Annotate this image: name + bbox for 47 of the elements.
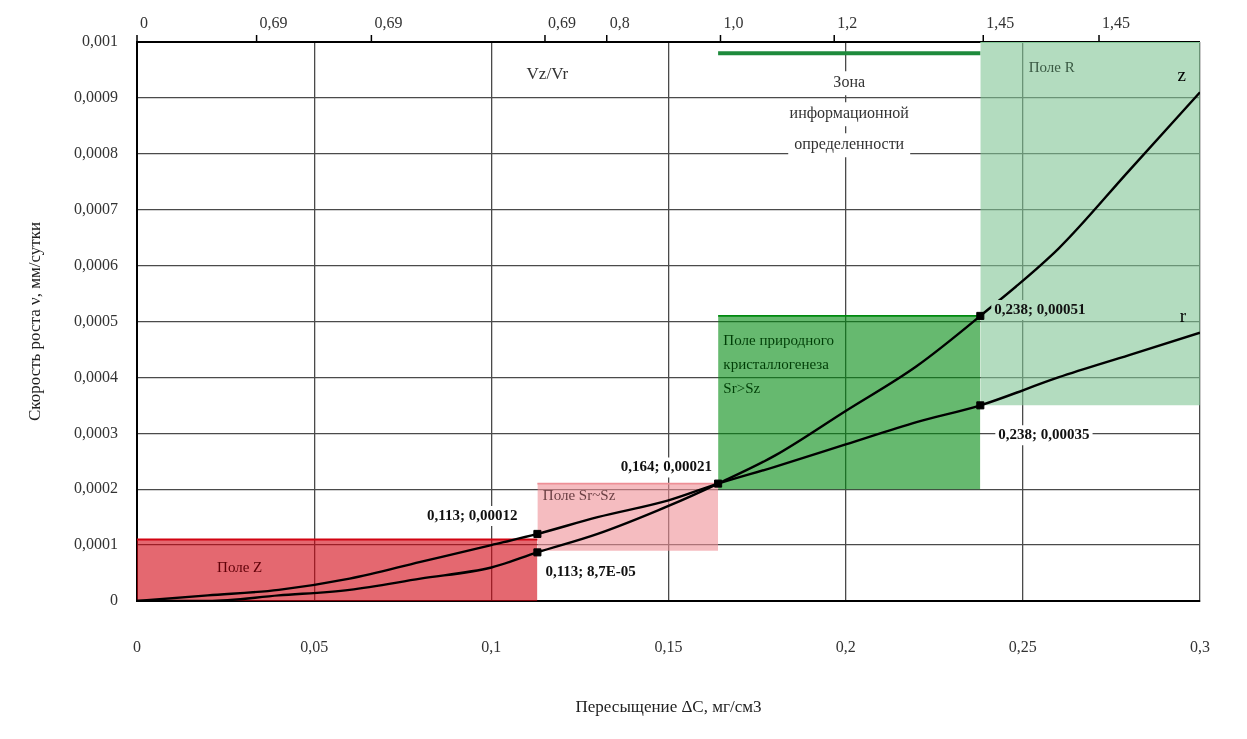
y-axis-title: Скорость роста ν, мм/сутки xyxy=(24,221,44,422)
x-tick-label: 0,2 xyxy=(835,637,856,655)
x-tick-label: 0,1 xyxy=(481,637,502,655)
x-tick-label: 0 xyxy=(133,637,141,655)
series-label: r xyxy=(1179,304,1187,326)
x-axis-title: Пересыщение ΔC, мг/см3 xyxy=(575,697,762,717)
data-label: 0,238; 0,00051 xyxy=(994,300,1086,317)
y-tick-label: 0 xyxy=(110,591,118,609)
text: 0,69 xyxy=(374,14,403,32)
y-tick-label: 0,001 xyxy=(82,32,118,50)
point xyxy=(714,479,723,488)
y-tick-label: 0,0002 xyxy=(74,479,118,497)
text: 1,45 xyxy=(1102,14,1131,32)
point xyxy=(533,548,542,557)
y-tick-label: 0,0006 xyxy=(74,255,118,273)
y-tick-label: 0,0009 xyxy=(74,88,118,106)
y-tick-label: 0,0007 xyxy=(74,199,118,217)
text: 0,69 xyxy=(547,14,576,32)
series-label: Поле природного кристаллогенеза Sr>Sz xyxy=(723,331,834,396)
x-tick-label: 0,05 xyxy=(300,637,329,655)
y-tick-label: 0,0008 xyxy=(74,144,118,161)
text: 0 xyxy=(140,14,148,32)
text: 0,8 xyxy=(609,14,630,32)
point xyxy=(533,529,542,538)
data-label: 0,113; 0,00012 xyxy=(426,506,518,523)
text: 1,45 xyxy=(986,14,1015,32)
series-label: Поле R xyxy=(1028,58,1075,75)
text: 0,69 xyxy=(259,14,288,32)
data-label: 0,113; 8,7E-05 xyxy=(545,563,636,580)
x-tick-label: 0,25 xyxy=(1008,637,1037,655)
x-tick-label: 0,15 xyxy=(654,637,683,655)
text: 1,2 xyxy=(837,14,858,32)
data-label: 0,164; 0,00021 xyxy=(620,458,713,475)
y-tick-label: 0,0005 xyxy=(74,311,118,329)
series-label: Зона информационной определенности xyxy=(789,73,910,154)
y-tick-label: 0,0003 xyxy=(74,423,118,441)
y-tick-label: 0,0004 xyxy=(74,367,118,385)
point xyxy=(976,311,985,320)
series-label: z xyxy=(1177,64,1186,86)
series-label: Поле Sr~Sz xyxy=(542,487,616,504)
point xyxy=(976,401,985,410)
series-label: Поле Z xyxy=(217,559,263,576)
data-label: 0,238; 0,00035 xyxy=(998,426,1090,443)
x-tick-label: 0,3 xyxy=(1190,637,1210,655)
text: 1,0 xyxy=(723,14,744,32)
annotation: Vz/Vr xyxy=(526,64,569,84)
y-tick-label: 0,0001 xyxy=(74,535,118,553)
